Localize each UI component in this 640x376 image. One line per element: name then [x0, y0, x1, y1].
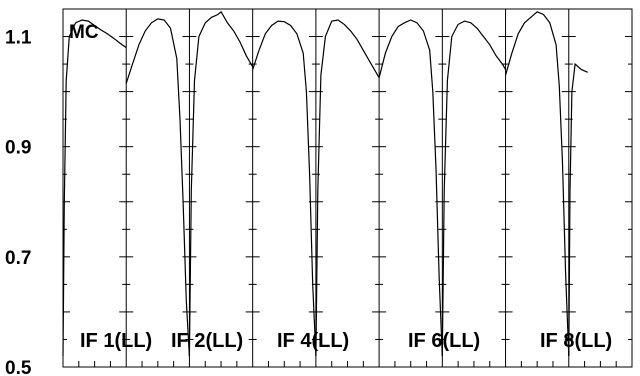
y-tick-label: 0.9	[5, 138, 31, 159]
corner-label: MC	[69, 22, 99, 43]
panel-label: IF 1(LL)	[80, 330, 152, 352]
y-tick-label: 0.5	[5, 358, 32, 376]
panel-label: IF 2(LL)	[171, 330, 243, 352]
series-line	[441, 20, 507, 357]
series-line	[378, 19, 443, 357]
series-line	[315, 19, 380, 357]
plot-frame	[62, 8, 633, 368]
panel-label: IF 6(LL)	[408, 330, 480, 352]
panel-label: IF 8(LL)	[540, 330, 612, 352]
series-line	[252, 20, 317, 357]
series-line	[62, 19, 127, 357]
y-tick-label: 1.1	[5, 28, 32, 49]
series-line	[505, 11, 570, 357]
panel-label: IF 4(LL)	[277, 330, 349, 352]
series-line	[188, 10, 254, 357]
series-line	[125, 18, 190, 357]
series-line	[568, 62, 588, 357]
y-tick-label: 0.7	[5, 248, 31, 269]
